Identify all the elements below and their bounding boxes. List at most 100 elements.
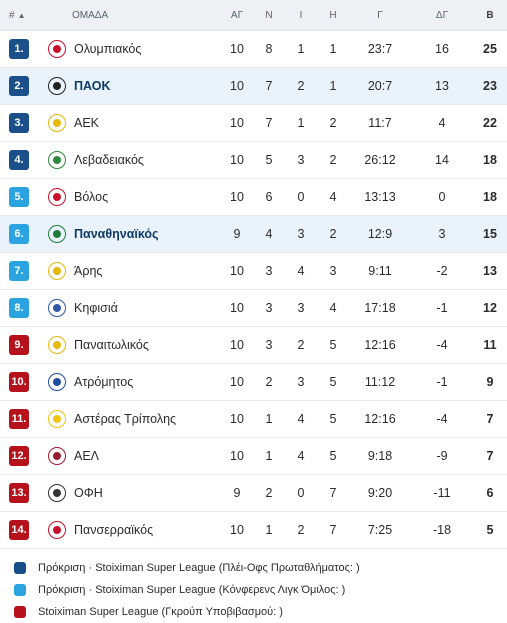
played-cell: 10: [230, 116, 244, 130]
lost-cell: 4: [329, 190, 337, 204]
team-name[interactable]: ΑΕΛ: [74, 449, 100, 463]
drawn-cell: 3: [297, 375, 305, 389]
header-won[interactable]: Ν: [265, 9, 273, 21]
position-cell: 1.: [0, 39, 42, 59]
lost-cell: 1: [329, 42, 337, 56]
team-name[interactable]: Βόλος: [74, 190, 109, 204]
aris-logo-icon: [48, 262, 66, 280]
table-row[interactable]: 14. Πανσερραϊκός 10 1 2 7 7:25 -18 5: [0, 512, 507, 549]
header-goal-diff[interactable]: ΔΓ: [435, 9, 449, 21]
ael-logo-icon: [48, 447, 66, 465]
position-badge: 10.: [9, 372, 29, 392]
won-cell: 8: [265, 42, 273, 56]
drawn-cell: 4: [297, 449, 305, 463]
table-row[interactable]: 1. Ολυμπιακός 10 8 1 1 23:7 16 25: [0, 31, 507, 68]
team-name[interactable]: Παναιτωλικός: [74, 338, 149, 352]
table-row[interactable]: 7. Άρης 10 3 4 3 9:11 -2 13: [0, 253, 507, 290]
table-row[interactable]: 3. ΑΕΚ 10 7 1 2 11:7 4 22: [0, 105, 507, 142]
team-name[interactable]: Αστέρας Τρίπολης: [74, 412, 177, 426]
team-name[interactable]: ΟΦΗ: [74, 486, 103, 500]
legend: Πρόκριση · Stoiximan Super League (Πλέι-…: [0, 549, 507, 623]
lost-cell: 3: [329, 264, 337, 278]
goals-cell: 26:12: [364, 153, 396, 167]
lost-cell: 5: [329, 412, 337, 426]
table-row[interactable]: 4. Λεβαδειακός 10 5 3 2 26:12 14 18: [0, 142, 507, 179]
points-cell: 11: [483, 338, 497, 352]
team-name[interactable]: Ατρόμητος: [74, 375, 134, 389]
header-played[interactable]: ΑΓ: [230, 9, 244, 21]
table-row[interactable]: 2. ΠΑΟΚ 10 7 2 1 20:7 13 23: [0, 68, 507, 105]
position-cell: 14.: [0, 520, 42, 540]
table-row[interactable]: 11. Αστέρας Τρίπολης 10 1 4 5 12:16 -4 7: [0, 401, 507, 438]
drawn-cell: 2: [297, 338, 305, 352]
goal-diff-cell: -1: [436, 375, 448, 389]
won-cell: 1: [265, 412, 273, 426]
played-cell: 10: [230, 301, 244, 315]
goal-diff-cell: 14: [435, 153, 449, 167]
won-cell: 3: [265, 301, 273, 315]
goals-cell: 12:16: [364, 412, 396, 426]
points-cell: 22: [483, 116, 497, 130]
goals-cell: 12:9: [367, 227, 393, 241]
won-cell: 2: [265, 375, 273, 389]
team-name[interactable]: Λεβαδειακός: [74, 153, 144, 167]
table-row[interactable]: 9. Παναιτωλικός 10 3 2 5 12:16 -4 11: [0, 327, 507, 364]
header-points[interactable]: Β: [486, 9, 494, 21]
goals-cell: 9:20: [367, 486, 393, 500]
drawn-cell: 2: [297, 79, 305, 93]
lost-cell: 2: [329, 227, 337, 241]
team-logo-cell: [42, 262, 72, 280]
team-name[interactable]: ΠΑΟΚ: [74, 79, 111, 93]
team-name[interactable]: Ολυμπιακός: [74, 42, 142, 56]
volos-logo-icon: [48, 188, 66, 206]
won-cell: 6: [265, 190, 273, 204]
table-row[interactable]: 6. Παναθηναϊκός 9 4 3 2 12:9 3 15: [0, 216, 507, 253]
won-cell: 3: [265, 338, 273, 352]
goal-diff-cell: 3: [438, 227, 446, 241]
legend-item: Stoiximan Super League (Γκρούπ Υποβιβασμ…: [0, 601, 507, 623]
team-logo-cell: [42, 484, 72, 502]
table-row[interactable]: 5. Βόλος 10 6 0 4 13:13 0 18: [0, 179, 507, 216]
played-cell: 10: [230, 42, 244, 56]
legend-item: Πρόκριση · Stoiximan Super League (Κόνφε…: [0, 579, 507, 601]
legend-item: Πρόκριση · Stoiximan Super League (Πλέι-…: [0, 557, 507, 579]
table-body: 1. Ολυμπιακός 10 8 1 1 23:7 16 25 2. ΠΑΟ…: [0, 31, 507, 549]
table-row[interactable]: 10. Ατρόμητος 10 2 3 5 11:12 -1 9: [0, 364, 507, 401]
lost-cell: 2: [329, 153, 337, 167]
header-drawn[interactable]: Ι: [299, 9, 303, 21]
team-name[interactable]: Πανσερραϊκός: [74, 523, 154, 537]
goals-cell: 11:7: [368, 116, 392, 130]
header-position[interactable]: # ▲: [9, 9, 26, 21]
header-goals[interactable]: Γ: [377, 9, 383, 21]
goal-diff-cell: -4: [436, 412, 448, 426]
won-cell: 1: [265, 523, 273, 537]
team-name[interactable]: Άρης: [74, 264, 103, 278]
drawn-cell: 4: [297, 264, 305, 278]
played-cell: 9: [233, 486, 241, 500]
team-logo-cell: [42, 410, 72, 428]
goals-cell: 7:25: [367, 523, 393, 537]
legend-color-swatch: [14, 562, 26, 574]
table-row[interactable]: 8. Κηφισιά 10 3 3 4 17:18 -1 12: [0, 290, 507, 327]
drawn-cell: 1: [297, 116, 305, 130]
legend-label: Stoiximan Super League (Γκρούπ Υποβιβασμ…: [38, 606, 283, 618]
team-logo-cell: [42, 299, 72, 317]
table-row[interactable]: 13. ΟΦΗ 9 2 0 7 9:20 -11 6: [0, 475, 507, 512]
header-lost[interactable]: Η: [329, 9, 337, 21]
position-cell: 11.: [0, 409, 42, 429]
position-badge: 6.: [9, 224, 29, 244]
team-logo-cell: [42, 151, 72, 169]
paok-logo-icon: [48, 77, 66, 95]
team-name[interactable]: Κηφισιά: [74, 301, 118, 315]
goal-diff-cell: -11: [433, 486, 451, 500]
team-name[interactable]: ΑΕΚ: [74, 116, 100, 130]
points-cell: 25: [483, 42, 497, 56]
header-team[interactable]: ΟΜΑΔΑ: [72, 9, 109, 21]
goals-cell: 13:13: [364, 190, 396, 204]
position-badge: 1.: [9, 39, 29, 59]
table-row[interactable]: 12. ΑΕΛ 10 1 4 5 9:18 -9 7: [0, 438, 507, 475]
sort-arrow-icon: ▲: [17, 10, 26, 20]
team-name[interactable]: Παναθηναϊκός: [74, 227, 159, 241]
levadiakos-logo-icon: [48, 151, 66, 169]
lost-cell: 5: [329, 338, 337, 352]
